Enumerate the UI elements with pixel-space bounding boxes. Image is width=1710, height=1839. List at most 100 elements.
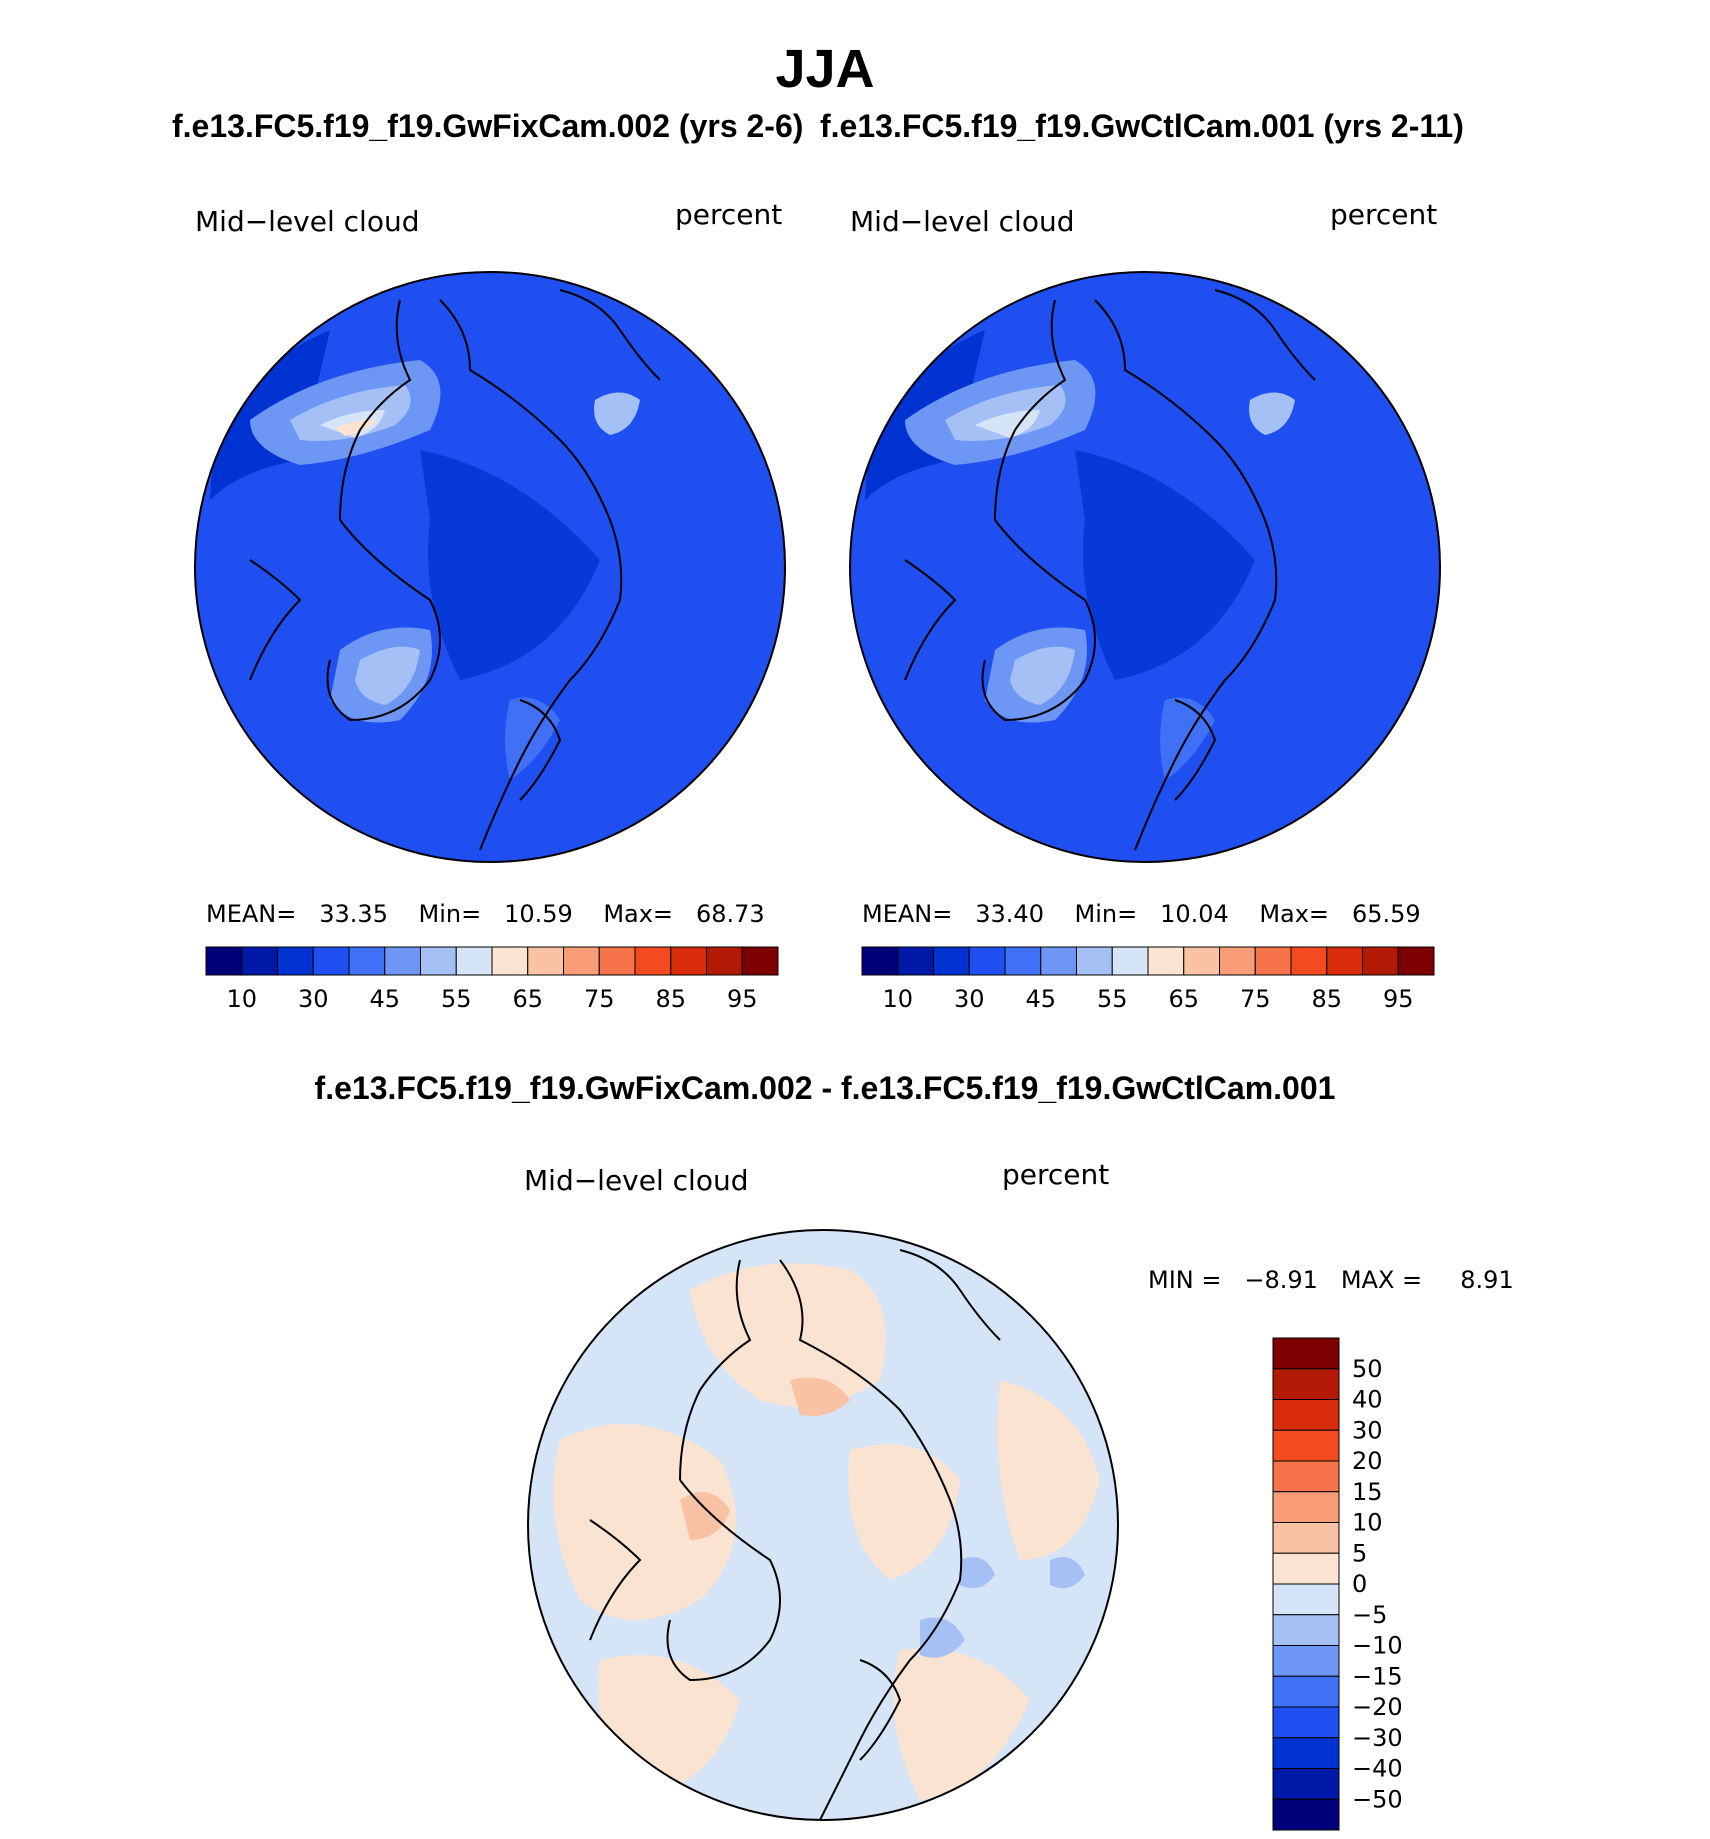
- panel-a-max-label: Max=: [603, 900, 674, 928]
- colorbar-a-tick-label: 75: [584, 985, 615, 1013]
- colorbar-a-swatch: [563, 946, 600, 976]
- panel-b-min-label: Min=: [1074, 900, 1138, 928]
- panel-b-variable: Mid−level cloud: [850, 205, 1075, 238]
- panel-b-stats: MEAN= 33.40 Min= 10.04 Max= 65.59: [862, 900, 1421, 928]
- colorbar-diff-swatch: [1272, 1491, 1340, 1523]
- colorbar-a-swatch: [527, 946, 564, 976]
- colorbar-a-swatch: [205, 946, 243, 976]
- panel-b-coastlines: [904, 289, 1316, 851]
- panel-a-mean-value: 33.35: [319, 900, 388, 928]
- colorbar-a-tick-label: 85: [655, 985, 686, 1013]
- panel-a-min-value: 10.59: [504, 900, 573, 928]
- colorbar-a-swatch: [634, 946, 672, 976]
- colorbar-diff-tick-label: −40: [1352, 1755, 1403, 1783]
- panel-a-units: percent: [675, 198, 783, 231]
- colorbar-a-swatch: [348, 946, 386, 976]
- colorbar-diff-swatch: [1272, 1645, 1340, 1677]
- colorbar-b-tick-label: 10: [882, 985, 913, 1013]
- colorbar-diff-swatch: [1272, 1368, 1340, 1400]
- colorbar-diff-tick-label: 20: [1352, 1447, 1383, 1475]
- season-title: JJA: [775, 39, 875, 99]
- case-a-title: f.e13.FC5.f19_f19.GwFixCam.002 (yrs 2-6): [172, 108, 804, 144]
- diff-min-value: −8.91: [1244, 1266, 1318, 1294]
- colorbar-b-swatch: [1219, 946, 1256, 976]
- colorbar-diff-swatch: [1272, 1583, 1340, 1616]
- colorbar-b-swatch: [1111, 946, 1149, 976]
- colorbar-diff-tick-label: −10: [1352, 1632, 1403, 1660]
- colorbar-b-swatch: [861, 946, 899, 976]
- colorbar-a-swatch: [706, 946, 743, 976]
- diff-title: f.e13.FC5.f19_f19.GwFixCam.002 - f.e13.F…: [314, 1070, 1336, 1106]
- colorbar-a-swatch: [598, 946, 636, 976]
- colorbar-diff-swatch: [1272, 1737, 1340, 1769]
- colorbar-b-tick-label: 75: [1240, 985, 1271, 1013]
- colorbar-a-tick-label: 95: [727, 985, 758, 1013]
- colorbar-diff-tick-label: 15: [1352, 1478, 1383, 1506]
- colorbar-b-swatch: [1004, 946, 1042, 976]
- panel-a-min-label: Min=: [418, 900, 482, 928]
- panel-a-mean-label: MEAN=: [206, 900, 297, 928]
- colorbar-diff-tick-label: 30: [1352, 1416, 1383, 1444]
- colorbar-b-swatch: [1076, 946, 1113, 976]
- colorbar-diff-swatch: [1272, 1429, 1340, 1462]
- colorbar-a-tick-label: 10: [226, 985, 257, 1013]
- colorbar-b-tick-label: 30: [954, 985, 985, 1013]
- colorbar-diff-swatch: [1272, 1522, 1340, 1554]
- diff-max-value: 8.91: [1460, 1266, 1514, 1294]
- colorbar-diff-tick-label: 10: [1352, 1509, 1383, 1537]
- colorbar-diff-tick-label: 50: [1352, 1355, 1383, 1383]
- colorbar-b-swatch: [1254, 946, 1292, 976]
- colorbar-diff-tick-label: 0: [1352, 1570, 1367, 1598]
- colorbar-diff-swatch: [1272, 1706, 1340, 1739]
- colorbar-b-tick-label: 85: [1311, 985, 1342, 1013]
- colorbar-diff-swatch: [1272, 1552, 1340, 1585]
- panel-b-max-value: 65.59: [1351, 900, 1421, 928]
- colorbar-diff-swatch: [1272, 1768, 1340, 1800]
- panel-b-mean-value: 33.40: [975, 900, 1044, 928]
- diff-map: [528, 1230, 1118, 1820]
- colorbar-diff-swatch: [1272, 1460, 1340, 1493]
- colorbar-b-swatch: [1362, 946, 1399, 976]
- colorbar-a-tick-label: 30: [298, 985, 329, 1013]
- colorbar-a-swatch: [277, 946, 314, 976]
- panel-a-max-value: 68.73: [695, 900, 765, 928]
- diff-min-label: MIN =: [1148, 1266, 1222, 1294]
- colorbar-b-swatch: [1147, 946, 1185, 976]
- colorbar-diff-swatch: [1272, 1337, 1340, 1370]
- colorbar-a: 10 30 45 55 65 75 85 95: [205, 946, 779, 1013]
- colorbar-a-swatch: [741, 946, 779, 976]
- panel-a-coastlines: [249, 289, 661, 851]
- colorbar-b-swatch: [1290, 946, 1328, 976]
- colorbar-a-swatch: [670, 946, 707, 976]
- colorbar-b-swatch: [1397, 946, 1435, 976]
- colorbar-b-swatch: [1326, 946, 1363, 976]
- colorbar-a-tick-label: 65: [512, 985, 543, 1013]
- panel-a-stats: MEAN= 33.35 Min= 10.59 Max= 68.73: [206, 900, 765, 928]
- colorbar-b-tick-label: 95: [1383, 985, 1414, 1013]
- colorbar-diff-tick-label: −5: [1352, 1601, 1387, 1629]
- colorbar-a-swatch: [420, 946, 457, 976]
- colorbar-a-swatch: [384, 946, 421, 976]
- diff-max-label: MAX =: [1340, 1266, 1423, 1294]
- colorbar-diff-swatch: [1272, 1614, 1340, 1646]
- colorbar-a-swatch: [312, 946, 350, 976]
- colorbar-diff-tick-label: 5: [1352, 1539, 1367, 1567]
- panel-b-max-label: Max=: [1259, 900, 1330, 928]
- colorbar-diff-tick-label: 40: [1352, 1386, 1383, 1414]
- panel-b-units: percent: [1330, 198, 1438, 231]
- case-b-title: f.e13.FC5.f19_f19.GwCtlCam.001 (yrs 2-11…: [820, 108, 1464, 144]
- panel-a-variable: Mid−level cloud: [195, 205, 420, 238]
- colorbar-diff-tick-label: −20: [1352, 1693, 1403, 1721]
- colorbar-a-swatch: [455, 946, 493, 976]
- colorbar-b: 10 30 45 55 65 75 85 95: [861, 946, 1435, 1013]
- panel-b-mean-label: MEAN=: [862, 900, 953, 928]
- colorbar-b-tick-label: 65: [1168, 985, 1199, 1013]
- colorbar-b-tick-label: 55: [1097, 985, 1128, 1013]
- panel-b-min-value: 10.04: [1160, 900, 1229, 928]
- colorbar-b-swatch: [1183, 946, 1220, 976]
- panel-b-map: [850, 272, 1440, 862]
- diff-variable: Mid−level cloud: [524, 1164, 749, 1197]
- colorbar-diff-tick-label: −15: [1352, 1662, 1403, 1690]
